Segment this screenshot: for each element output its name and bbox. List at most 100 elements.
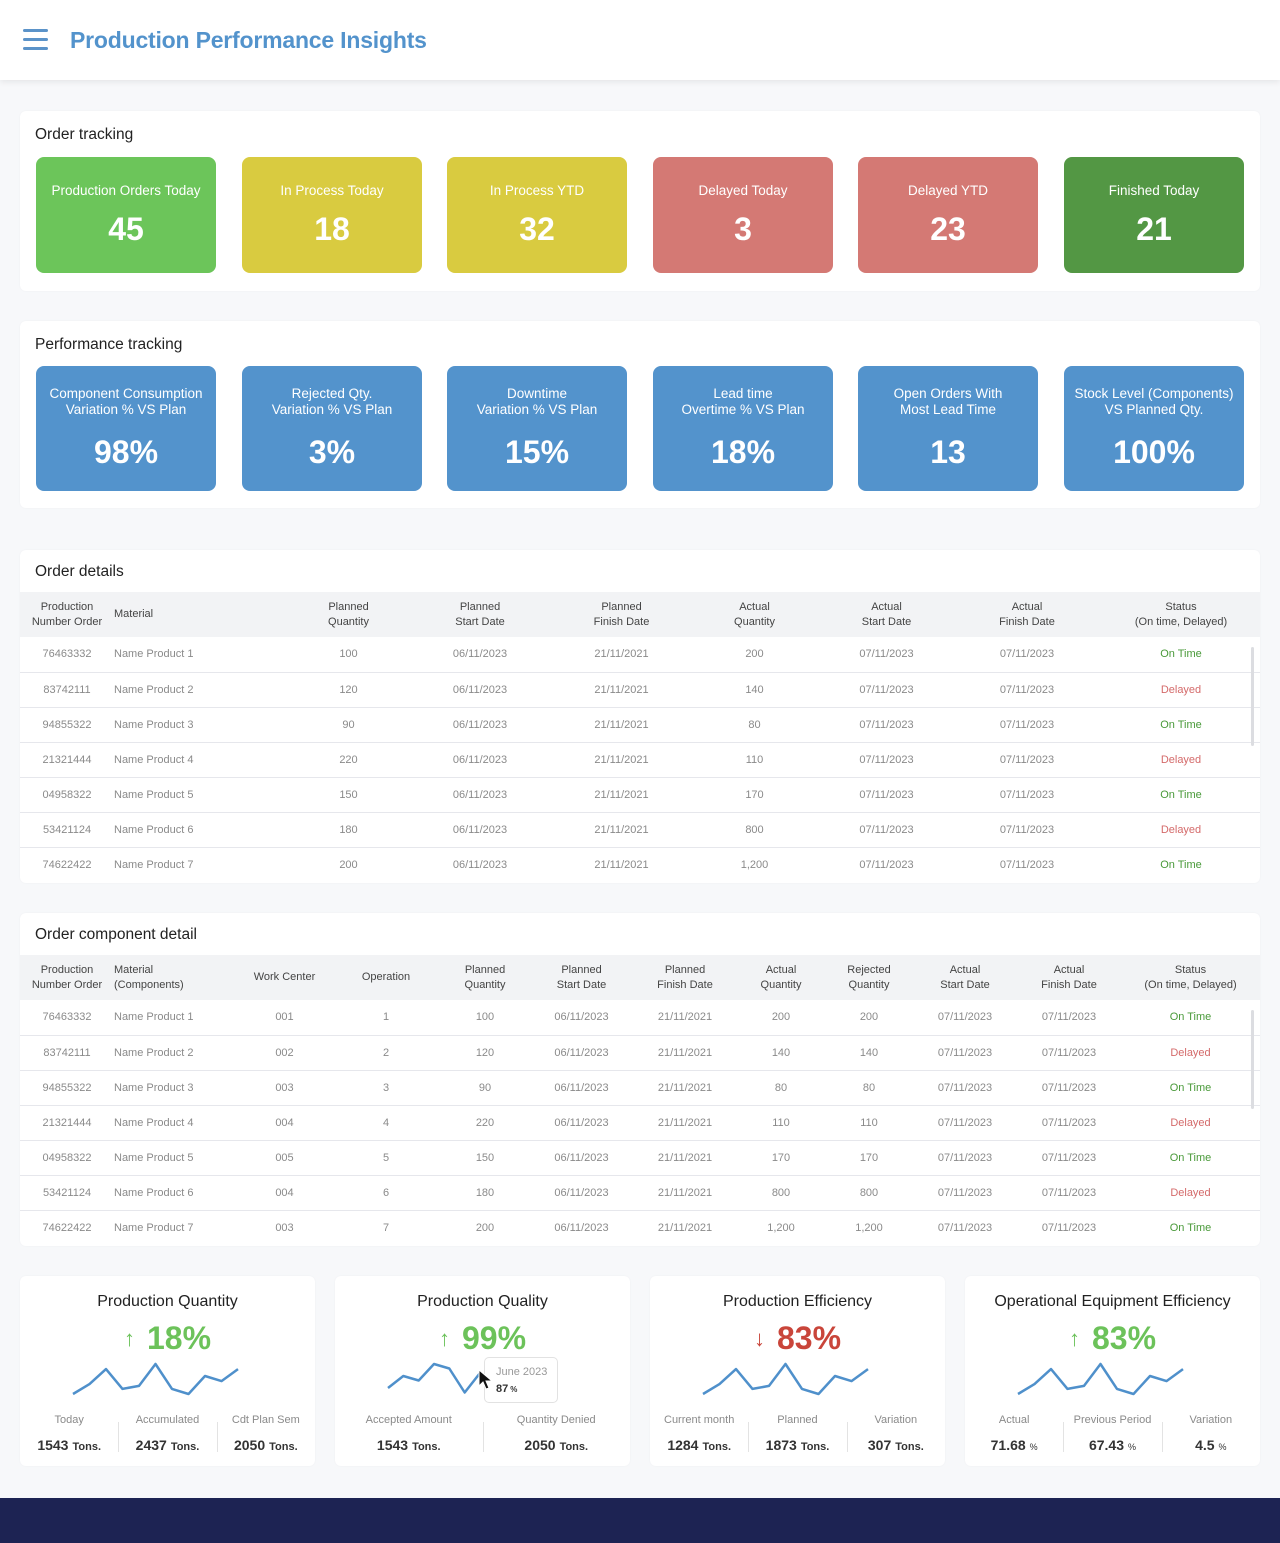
column-header[interactable]: Planned Quantity: [328, 600, 369, 628]
column-header[interactable]: Actual Finish Date: [1041, 963, 1097, 991]
table-cell: 21/11/2021: [555, 777, 688, 813]
column-header[interactable]: Material: [114, 608, 154, 620]
trend-up-arrow-icon: ↑: [123, 1326, 135, 1351]
table-row[interactable]: 83742111 Name Product 2 002 2 120 06/11/2023 2…: [20, 1035, 1260, 1071]
table-cell: 1: [332, 1000, 440, 1036]
table-cell: 003: [237, 1070, 332, 1106]
table-row[interactable]: 04958322 Name Product 5 150 06/11/2023 21/11…: [20, 777, 1260, 813]
column-header[interactable]: Actual Start Date: [861, 600, 912, 628]
table-row[interactable]: 83742111 Name Product 2 120 06/11/2023 21/11…: [20, 672, 1260, 708]
column-header[interactable]: Planned Finish Date: [593, 600, 650, 628]
column-header[interactable]: Rejected Quantity: [847, 963, 891, 991]
table-row[interactable]: 94855322 Name Product 3 003 3 90 06/11/2023 21…: [20, 1070, 1260, 1106]
status-badge: On Time: [1121, 1000, 1260, 1036]
trend-down-arrow-icon: ↓: [753, 1326, 765, 1351]
column-header[interactable]: Planned Finish Date: [657, 963, 713, 991]
hamburger-icon[interactable]: [23, 29, 48, 51]
order-tracking-tile[interactable]: In Process YTD 32: [447, 157, 627, 273]
table-row[interactable]: 21321444 Name Product 4 220 06/11/2023 21/11…: [20, 742, 1260, 778]
tooltip-label: June 2023: [496, 1366, 548, 1378]
table-cell: 07/11/2023: [821, 672, 952, 708]
table-cell: 07/11/2023: [821, 777, 952, 813]
table-cell: 07/11/2023: [913, 1105, 1017, 1141]
table-row[interactable]: 74622422 Name Product 7 200 06/11/2023 21/11…: [20, 847, 1260, 882]
status-badge: Delayed: [1121, 1035, 1260, 1071]
column-header[interactable]: Actual Quantity: [734, 600, 775, 628]
column-header[interactable]: Actual Quantity: [760, 963, 802, 991]
sparkline-chart[interactable]: [20, 1356, 315, 1406]
table-cell: 21/11/2021: [555, 637, 688, 673]
column-header[interactable]: Planned Start Date: [455, 600, 505, 628]
column-header[interactable]: Status (On time, Delayed): [1144, 963, 1237, 991]
tile-label: In Process Today: [280, 183, 384, 198]
column-header[interactable]: Operation: [361, 971, 411, 983]
sparkline-chart[interactable]: [335, 1356, 630, 1406]
performance-tile[interactable]: Lead time Overtime % VS Plan 18%: [653, 366, 833, 491]
table-cell: 06/11/2023: [530, 1140, 633, 1176]
table-cell: 07/11/2023: [952, 812, 1102, 848]
sparkline-chart[interactable]: [650, 1356, 945, 1406]
sparkline-line: [387, 1362, 481, 1394]
order-tracking-tile[interactable]: Finished Today 21: [1064, 157, 1244, 273]
column-header[interactable]: Production Number Order: [31, 600, 103, 628]
table-cell: 21/11/2021: [555, 812, 688, 848]
column-header[interactable]: Work Center: [253, 971, 316, 983]
table-row[interactable]: 21321444 Name Product 4 004 4 220 06/11/2023 2…: [20, 1105, 1260, 1141]
table-scrollbar[interactable]: [1251, 1010, 1254, 1109]
tile-value: 98%: [93, 434, 159, 470]
order-tracking-tile[interactable]: In Process Today 18: [242, 157, 422, 273]
table-cell: 90: [440, 1070, 530, 1106]
tile-label: Finished Today: [1108, 183, 1200, 198]
table-row[interactable]: 94855322 Name Product 3 90 06/11/2023 21/11/…: [20, 707, 1260, 743]
stat-value: 71.68%: [990, 1437, 1038, 1453]
trend-up-arrow-icon: ↑: [438, 1326, 450, 1351]
table-row[interactable]: 76463332 Name Product 1 100 06/11/2023 21/11…: [20, 637, 1260, 673]
order-tracking-tile[interactable]: Delayed Today 3: [653, 157, 833, 273]
sparkline-chart[interactable]: [965, 1356, 1260, 1406]
table-scrollbar[interactable]: [1251, 647, 1254, 746]
tile-value: 15%: [504, 434, 570, 470]
column-header[interactable]: Planned Quantity: [464, 963, 506, 991]
column-header[interactable]: Actual Finish Date: [999, 600, 1055, 628]
performance-tile[interactable]: Component Consumption Variation % VS Pla…: [36, 366, 216, 491]
order-tracking-tile[interactable]: Delayed YTD 23: [858, 157, 1038, 273]
table-cell: 21321444: [20, 1105, 114, 1141]
table-cell: 120: [292, 672, 405, 708]
kpi-stats: Actual 71.68% Previous Period 67.43% Variati…: [965, 1414, 1260, 1453]
column-header[interactable]: Actual Start Date: [940, 963, 990, 991]
performance-tile[interactable]: Open Orders With Most Lead Time 13: [858, 366, 1038, 491]
table-cell: 94855322: [20, 1070, 114, 1106]
table-row[interactable]: 53421124 Name Product 6 004 6 180 06/11/2023 2…: [20, 1175, 1260, 1211]
kpi-card: Production Quality ↑ 99% June 2023 87% Accept…: [335, 1276, 630, 1466]
stat-value: 307 Tons.: [867, 1437, 924, 1453]
section-title: Order tracking: [35, 126, 134, 143]
column-header[interactable]: Material (Components): [114, 963, 184, 991]
tile-label: Stock Level (Components) VS Planned Qty.: [1074, 386, 1234, 417]
performance-tile[interactable]: Stock Level (Components) VS Planned Qty.…: [1064, 366, 1244, 491]
column-header[interactable]: Planned Start Date: [556, 963, 607, 991]
performance-tile[interactable]: Downtime Variation % VS Plan 15%: [447, 366, 627, 491]
kpi-stats: Accepted Amount 1543 Tons. Quantity Denied 2…: [335, 1414, 630, 1453]
table-cell: 21/11/2021: [633, 1035, 737, 1071]
stat-value: 1543 Tons.: [376, 1437, 441, 1453]
order-tracking-tile[interactable]: Production Orders Today 45: [36, 157, 216, 273]
table-header-row: Production Number Order Material Planned Q…: [20, 592, 1260, 637]
column-header[interactable]: Status (On time, Delayed): [1134, 600, 1228, 628]
table-cell: 53421124: [20, 812, 114, 848]
table-cell: 110: [737, 1105, 825, 1141]
performance-tile[interactable]: Rejected Qty. Variation % VS Plan 3%: [242, 366, 422, 491]
table-row[interactable]: 53421124 Name Product 6 180 06/11/2023 21/11…: [20, 812, 1260, 848]
column-header[interactable]: Production Number Order: [31, 963, 103, 991]
table-cell: 07/11/2023: [913, 1140, 1017, 1176]
sparkline-line: [1017, 1362, 1184, 1396]
table-cell: 21/11/2021: [555, 672, 688, 708]
tile-label: Component Consumption Variation % VS Pla…: [49, 386, 203, 417]
stat-unit: %: [1128, 1442, 1137, 1452]
table-row[interactable]: 04958322 Name Product 5 005 5 150 06/11/2023 2…: [20, 1140, 1260, 1176]
table-cell: 80: [688, 707, 821, 743]
tile-value: 18%: [710, 434, 776, 470]
table-cell: 07/11/2023: [952, 707, 1102, 743]
table-row[interactable]: 76463332 Name Product 1 001 1 100 06/11/2023 2…: [20, 1000, 1260, 1036]
table-row[interactable]: 74622422 Name Product 7 003 7 200 06/11/2023 2…: [20, 1210, 1260, 1245]
table-cell: 76463332: [20, 1000, 114, 1036]
